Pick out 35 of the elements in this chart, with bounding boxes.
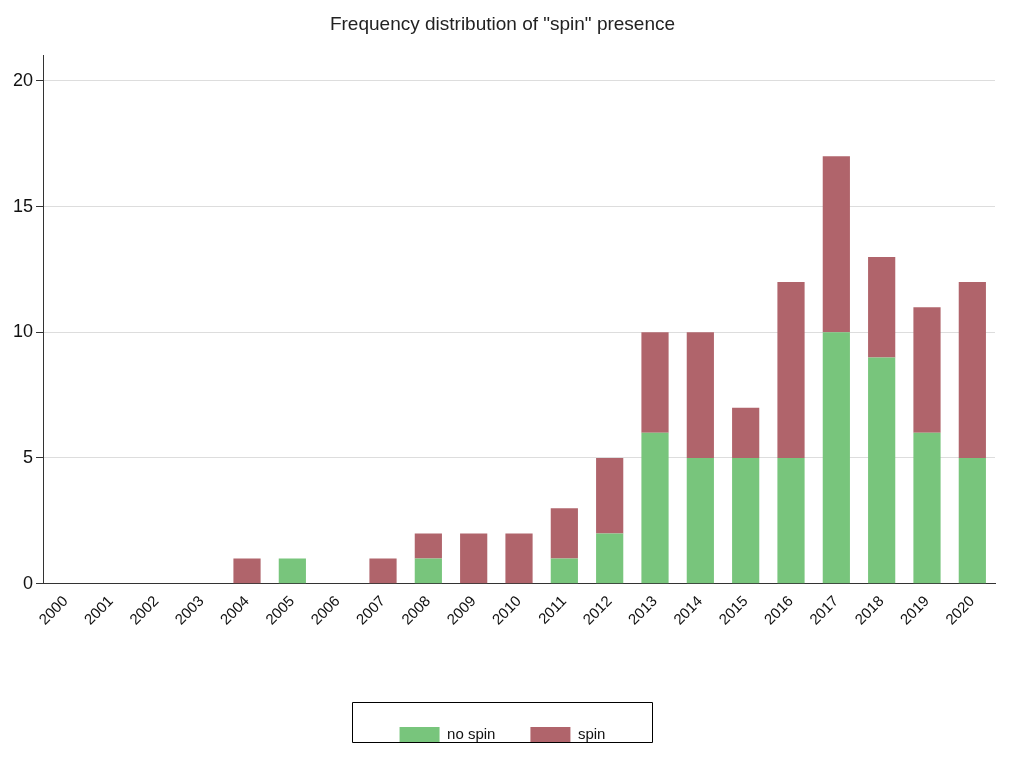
bar (958, 457, 986, 584)
bar (732, 457, 760, 584)
legend-label: no spin (447, 725, 496, 743)
y-tick-label: 0 (23, 572, 34, 593)
bar (233, 558, 261, 584)
bar (913, 307, 941, 433)
bar (596, 533, 624, 584)
y-tick-label: 10 (12, 321, 34, 342)
bar (596, 457, 624, 534)
bar (686, 457, 714, 584)
bar (822, 156, 850, 333)
bar (822, 332, 850, 584)
bar (505, 533, 533, 584)
bar (686, 332, 714, 458)
legend-label: spin (577, 725, 606, 743)
bar (460, 533, 488, 584)
bar (550, 558, 578, 584)
bar (414, 558, 442, 584)
y-tick-label: 15 (12, 195, 34, 216)
y-tick-label: 20 (12, 69, 34, 90)
chart-title: Frequency distribution of "spin" presence (329, 12, 676, 34)
bar (278, 558, 306, 584)
bar (777, 282, 805, 458)
bar (641, 432, 669, 584)
bar (732, 407, 760, 458)
bar (913, 432, 941, 584)
bar (550, 508, 578, 559)
bar (958, 282, 986, 458)
bar (868, 357, 896, 584)
bar (369, 558, 397, 584)
bar (641, 332, 669, 433)
bar (777, 457, 805, 584)
bar (414, 533, 442, 559)
y-tick-label: 5 (23, 446, 34, 467)
bar (868, 256, 896, 358)
